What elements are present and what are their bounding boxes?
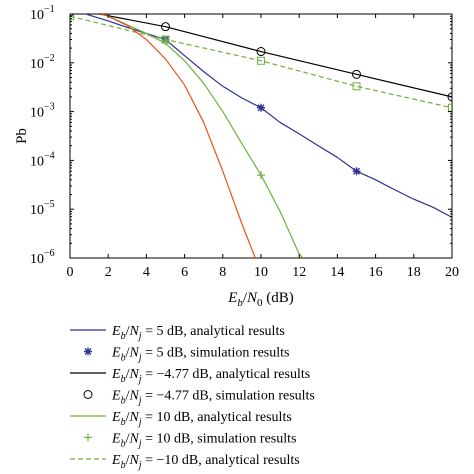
legend-label: Eb/Nj = 10 dB, analytical results bbox=[111, 410, 292, 428]
legend-entry: Eb/Nj = 5 dB, simulation results bbox=[84, 346, 289, 364]
data-point-s10s bbox=[161, 36, 170, 45]
legend-entry: Eb/Nj = −4.77 dB, simulation results bbox=[83, 389, 315, 407]
y-tick-exponent: −5 bbox=[44, 199, 55, 210]
x-tick-label: 6 bbox=[181, 265, 188, 280]
data-point-s10negsim bbox=[70, 14, 74, 21]
data-point-s477s bbox=[256, 47, 266, 57]
data-point-s10s bbox=[257, 171, 265, 180]
legend-label: Eb/Nj = −4.77 dB, simulation results bbox=[111, 389, 315, 407]
y-tick-label: 10 bbox=[30, 252, 44, 267]
legend-marker bbox=[83, 390, 93, 399]
y-axis-label: Pb bbox=[14, 128, 30, 144]
legend-entry: Eb/Nj = −10 dB, analytical results bbox=[70, 453, 300, 471]
x-tick-label: 14 bbox=[330, 265, 344, 280]
series-line-s10a bbox=[100, 14, 304, 258]
series-layer bbox=[70, 14, 452, 258]
series-s10neg bbox=[70, 15, 452, 109]
legend-marker bbox=[84, 347, 92, 356]
x-tick-label: 8 bbox=[219, 265, 226, 280]
legend-label: Eb/Nj = 5 dB, analytical results bbox=[111, 324, 285, 342]
data-point-s5s bbox=[257, 103, 265, 112]
y-tick-exponent: −2 bbox=[44, 53, 55, 64]
legend-entry: Eb/Nj = 10 dB, analytical results bbox=[70, 410, 292, 428]
legend-label: Eb/Nj = −4.77 dB, analytical results bbox=[111, 367, 310, 385]
legend-label: Eb/Nj = −10 dB, analytical results bbox=[111, 453, 300, 471]
data-point-s10negsim bbox=[352, 82, 361, 91]
data-point-s5s bbox=[352, 167, 361, 176]
x-tick-label: 2 bbox=[105, 265, 112, 280]
x-tick-label: 16 bbox=[369, 265, 383, 280]
x-tick-label: 4 bbox=[143, 265, 150, 280]
y-tick-exponent: −6 bbox=[44, 248, 55, 259]
legend-label: Eb/Nj = 5 dB, simulation results bbox=[111, 346, 289, 364]
x-axis-label: Eb/N0 (dB) bbox=[227, 290, 294, 309]
legend-entry: Eb/Nj = −4.77 dB, analytical results bbox=[70, 367, 310, 385]
plot-frame bbox=[69, 13, 453, 259]
data-point-s10negsim bbox=[161, 35, 170, 44]
series-s477s bbox=[70, 14, 452, 102]
series-s10s bbox=[161, 36, 265, 180]
x-tick-label: 0 bbox=[67, 265, 74, 280]
data-point-s477s bbox=[352, 69, 361, 79]
x-tick-label: 12 bbox=[292, 265, 306, 280]
plot-area bbox=[69, 13, 453, 259]
series-line-s10neg bbox=[70, 15, 452, 109]
x-tick-label: 10 bbox=[254, 265, 268, 280]
y-tick-exponent: −4 bbox=[44, 150, 55, 161]
data-point-s477s bbox=[161, 22, 170, 32]
legend-label: Eb/Nj = 10 dB, simulation results bbox=[111, 432, 296, 450]
x-tick-label: 18 bbox=[407, 265, 421, 280]
y-tick-label: 10 bbox=[30, 106, 44, 121]
series-s5s bbox=[161, 35, 361, 176]
legend-entry: Eb/Nj = 10 dB, simulation results bbox=[84, 432, 296, 450]
y-tick-label: 10 bbox=[30, 57, 44, 72]
series-line-s5a bbox=[84, 14, 452, 218]
series-s5a bbox=[84, 14, 452, 218]
data-point-s10negsim bbox=[448, 103, 452, 112]
y-tick-label: 10 bbox=[30, 8, 44, 23]
y-tick-label: 10 bbox=[30, 203, 44, 218]
y-tick-label: 10 bbox=[30, 154, 44, 169]
legend-marker bbox=[84, 433, 92, 442]
y-tick-exponent: −3 bbox=[44, 102, 55, 113]
x-tick-label: 20 bbox=[445, 265, 459, 280]
data-point-s10negsim bbox=[257, 56, 265, 65]
legend: Eb/Nj = 5 dB, analytical results Eb/Nj = … bbox=[70, 324, 315, 471]
data-point-s477s bbox=[447, 92, 452, 102]
series-s477a bbox=[95, 14, 452, 98]
series-s10a bbox=[100, 14, 304, 258]
legend-entry: Eb/Nj = 5 dB, analytical results bbox=[70, 324, 285, 342]
y-tick-exponent: −1 bbox=[44, 4, 55, 15]
series-line-sred bbox=[99, 14, 256, 258]
series-s10negsim bbox=[70, 14, 452, 112]
series-sred bbox=[99, 14, 256, 258]
series-line-s477a bbox=[95, 14, 452, 98]
